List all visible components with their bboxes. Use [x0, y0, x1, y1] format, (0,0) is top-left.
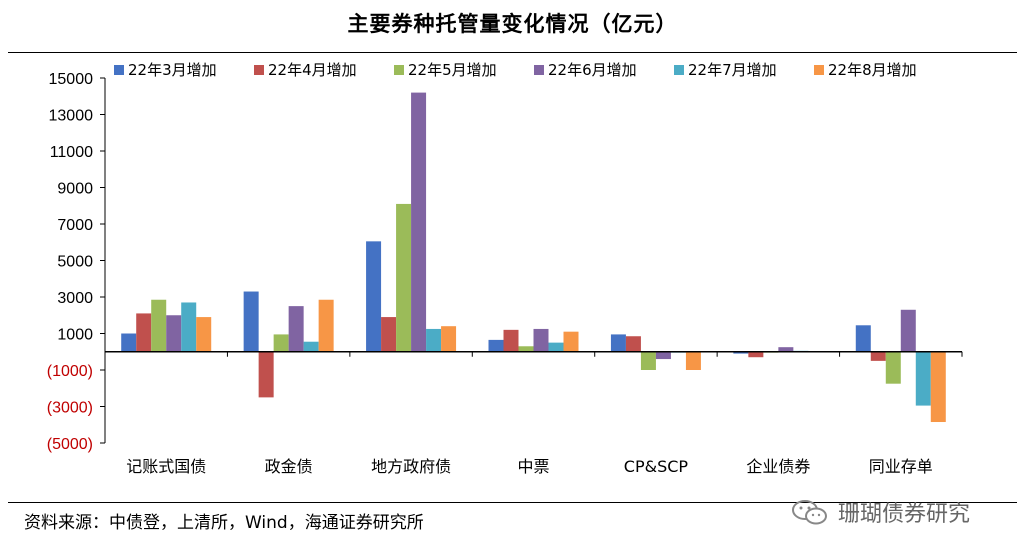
bar [778, 347, 794, 352]
x-category-label: 地方政府债 [371, 457, 451, 476]
y-tick-label: 9000 [57, 181, 93, 198]
bar [685, 351, 701, 370]
footer-divider [8, 502, 1017, 503]
legend-label: 22年6月增加 [548, 61, 637, 79]
page-title: 主要券种托管量变化情况（亿元） [347, 12, 678, 36]
bar [488, 339, 504, 352]
y-tick-label: 13000 [49, 108, 94, 125]
bar [303, 341, 319, 352]
legend-label: 22年4月增加 [268, 61, 357, 79]
bar [273, 334, 289, 352]
bar [915, 351, 931, 406]
bar [625, 336, 641, 352]
bar [518, 346, 534, 352]
bar [563, 331, 579, 352]
bar [855, 325, 871, 352]
y-tick-label: 3000 [57, 290, 93, 307]
bar [318, 299, 334, 352]
watermark-text: 珊瑚债券研究 [838, 502, 971, 527]
category-labels: 记账式国债 政金债 地方政府债 中票 CP&SCP 企业债券 同业存单 [126, 457, 933, 476]
bar [136, 313, 152, 352]
bar [366, 241, 382, 352]
wechat-icon [792, 500, 827, 525]
x-axis [104, 351, 963, 357]
legend-swatch [814, 65, 824, 75]
bar [548, 342, 564, 352]
bar [640, 351, 656, 370]
bar [930, 351, 946, 423]
bar [610, 334, 626, 352]
legend-swatch [254, 65, 264, 75]
legend-label: 22年8月增加 [828, 61, 917, 79]
watermark: 珊瑚债券研究 [790, 496, 970, 528]
bar [258, 351, 274, 398]
bar [396, 203, 412, 352]
bar [426, 328, 442, 352]
x-category-label: 企业债券 [746, 457, 810, 476]
x-category-label: 同业存单 [869, 457, 933, 476]
bar [411, 92, 427, 352]
bar [121, 333, 137, 352]
bar [748, 351, 764, 358]
y-tick-label: (5000) [47, 436, 93, 453]
source-note: 资料来源：中债登，上清所，Wind，海通证券研究所 [24, 513, 424, 533]
bar-series-group [121, 92, 946, 423]
y-tick-label: 1000 [57, 327, 93, 344]
legend-label: 22年3月增加 [128, 61, 217, 79]
bar [166, 315, 182, 352]
bar-chart: 15000 13000 11000 9000 7000 5000 3000 1000 (1000… [47, 61, 963, 476]
bar [885, 351, 901, 384]
bar [503, 329, 519, 352]
bar [181, 302, 197, 352]
y-tick-label: (3000) [47, 400, 93, 417]
legend-swatch [114, 65, 124, 75]
legend: 22年3月增加 22年4月增加 22年5月增加 22年6月增加 22年7月增加 22年8月… [114, 61, 917, 79]
bar [870, 351, 886, 361]
title-divider [8, 52, 1017, 53]
bar [196, 317, 212, 352]
legend-swatch [674, 65, 684, 75]
y-tick-label: (1000) [47, 363, 93, 380]
bar [441, 326, 457, 352]
legend-swatch [534, 65, 544, 75]
x-category-label: 政金债 [265, 457, 313, 476]
y-axis: 15000 13000 11000 9000 7000 5000 3000 1000 (1000… [47, 71, 106, 453]
y-tick-label: 11000 [50, 144, 93, 161]
x-category-label: 中票 [517, 457, 549, 476]
y-tick-label: 15000 [49, 71, 94, 88]
bar [243, 291, 259, 352]
bar [533, 328, 549, 352]
x-category-label: 记账式国债 [126, 457, 206, 476]
bar [733, 351, 749, 354]
bar [288, 306, 304, 352]
y-tick-label: 5000 [57, 254, 93, 271]
bar [381, 317, 397, 352]
legend-label: 22年7月增加 [688, 61, 777, 79]
legend-swatch [394, 65, 404, 75]
x-category-label: CP&SCP [624, 457, 689, 476]
bar [151, 299, 167, 352]
y-tick-label: 7000 [57, 217, 93, 234]
bar [900, 309, 916, 352]
bar [655, 351, 671, 360]
legend-label: 22年5月增加 [408, 61, 497, 79]
